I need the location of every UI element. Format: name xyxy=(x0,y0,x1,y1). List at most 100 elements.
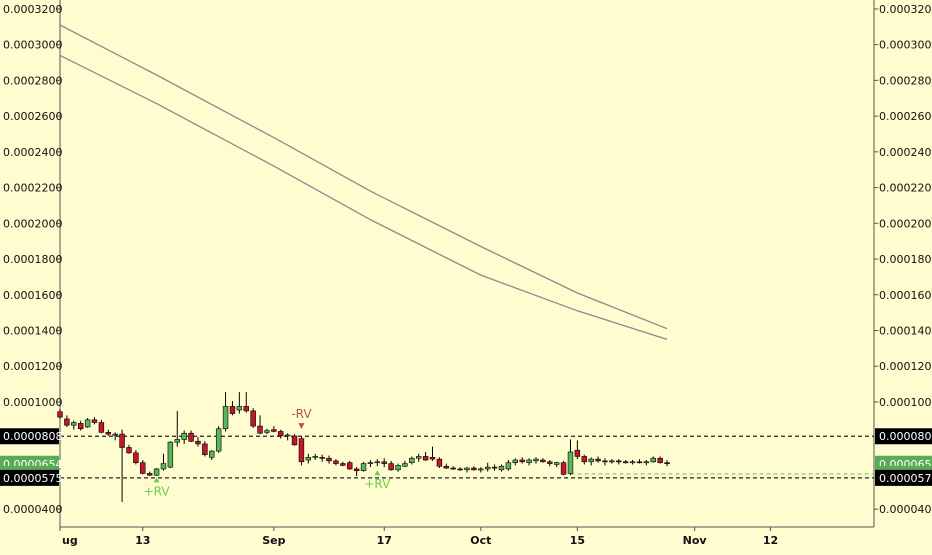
candle-body[interactable] xyxy=(616,460,622,463)
candle-body[interactable] xyxy=(415,456,422,459)
candle-body[interactable] xyxy=(278,431,284,437)
candle-body[interactable] xyxy=(195,440,201,445)
candle-body[interactable] xyxy=(388,463,394,471)
candle-body[interactable] xyxy=(291,435,298,446)
candle-body[interactable] xyxy=(436,458,443,467)
candle-body[interactable] xyxy=(553,462,560,465)
candle-body[interactable] xyxy=(229,406,236,414)
candle-body[interactable] xyxy=(505,462,512,470)
candle-body[interactable] xyxy=(450,467,456,470)
candle-body[interactable] xyxy=(222,406,229,430)
candle-body[interactable] xyxy=(643,461,650,464)
candle-body[interactable] xyxy=(360,463,367,472)
candle-body[interactable] xyxy=(181,432,187,440)
candle-body[interactable] xyxy=(91,419,98,423)
candle-body[interactable] xyxy=(471,467,477,471)
candle-body[interactable] xyxy=(243,406,249,412)
candle-body[interactable] xyxy=(284,434,291,437)
x-tick-label: Nov xyxy=(683,534,708,547)
candle-body[interactable] xyxy=(119,433,125,448)
candle-body[interactable] xyxy=(333,460,339,464)
candle-body[interactable] xyxy=(602,460,608,463)
candle-body[interactable] xyxy=(340,463,346,466)
candle-body[interactable] xyxy=(236,406,243,411)
candle-body[interactable] xyxy=(540,459,546,463)
candle-body[interactable] xyxy=(264,430,270,433)
candle-body[interactable] xyxy=(319,457,325,459)
candle-body[interactable] xyxy=(588,458,594,463)
candle-body[interactable] xyxy=(595,458,601,462)
candle-body[interactable] xyxy=(64,418,70,426)
candle-body[interactable] xyxy=(512,459,519,463)
price-label-right-bg xyxy=(875,469,932,486)
candle-body[interactable] xyxy=(574,449,581,457)
y-tick-label-right: 0.0001000 xyxy=(879,396,932,409)
candle-body[interactable] xyxy=(133,452,139,463)
candle-body[interactable] xyxy=(526,459,532,463)
candle-body[interactable] xyxy=(491,466,498,469)
y-tick-label-left: 0.0002800 xyxy=(3,74,63,87)
candle-body[interactable] xyxy=(381,461,387,464)
candle-body[interactable] xyxy=(629,461,636,464)
candle-body[interactable] xyxy=(664,462,670,464)
candle-body[interactable] xyxy=(215,428,222,452)
candle-body[interactable] xyxy=(98,422,105,433)
candle-body[interactable] xyxy=(484,466,491,470)
y-tick-label-right: 0.0002400 xyxy=(879,146,932,159)
candle-body[interactable] xyxy=(547,461,553,464)
candle-body[interactable] xyxy=(519,459,525,463)
candle-body[interactable] xyxy=(174,439,180,443)
candle-body[interactable] xyxy=(112,433,118,436)
candle-body[interactable] xyxy=(533,458,539,462)
candle-body[interactable] xyxy=(77,423,84,430)
candle-body[interactable] xyxy=(457,468,463,471)
candle-body[interactable] xyxy=(636,461,643,464)
candle-body[interactable] xyxy=(422,456,429,461)
candle-body[interactable] xyxy=(298,438,305,463)
candle-body[interactable] xyxy=(326,457,332,462)
candle-body[interactable] xyxy=(202,443,208,455)
candle-body[interactable] xyxy=(209,450,215,458)
candle-body[interactable] xyxy=(657,457,663,463)
candle-body[interactable] xyxy=(305,457,312,461)
candle-body[interactable] xyxy=(498,465,505,471)
candle-body[interactable] xyxy=(153,468,160,476)
candle-body[interactable] xyxy=(429,457,436,460)
rv-marker-up xyxy=(153,477,160,483)
candle-body[interactable] xyxy=(409,457,415,463)
candle-body[interactable] xyxy=(353,468,360,472)
candle-body[interactable] xyxy=(312,456,318,458)
candle-body[interactable] xyxy=(188,432,194,442)
candle-body[interactable] xyxy=(464,467,470,471)
candle-body[interactable] xyxy=(560,462,567,475)
candle-body[interactable] xyxy=(347,462,353,470)
candle-body[interactable] xyxy=(609,460,615,463)
candle-body[interactable] xyxy=(443,465,450,469)
candle-body[interactable] xyxy=(567,451,574,474)
candle-body[interactable] xyxy=(84,419,91,428)
candle-body[interactable] xyxy=(160,463,167,470)
candle-body[interactable] xyxy=(395,465,401,471)
candle-body[interactable] xyxy=(374,461,381,464)
candle-body[interactable] xyxy=(105,432,112,435)
candle-body[interactable] xyxy=(167,441,174,468)
candle-body[interactable] xyxy=(581,456,587,463)
candle-body[interactable] xyxy=(146,473,153,476)
candle-body[interactable] xyxy=(478,468,484,471)
candle-body[interactable] xyxy=(126,447,132,454)
candle-body[interactable] xyxy=(367,462,374,464)
y-tick-label-right: 0.0000400 xyxy=(879,503,932,516)
candle-body[interactable] xyxy=(402,463,408,467)
candle-body[interactable] xyxy=(140,462,146,474)
candle-body[interactable] xyxy=(650,457,656,463)
candle-body[interactable] xyxy=(71,422,77,426)
candle-body[interactable] xyxy=(57,411,63,418)
candle-body[interactable] xyxy=(257,425,263,434)
candle-body[interactable] xyxy=(622,461,629,464)
candle-body[interactable] xyxy=(250,410,256,427)
price-label-right: 0.0000575 xyxy=(879,472,932,485)
candle-body[interactable] xyxy=(271,429,277,432)
price-label-left-bg xyxy=(0,428,59,445)
